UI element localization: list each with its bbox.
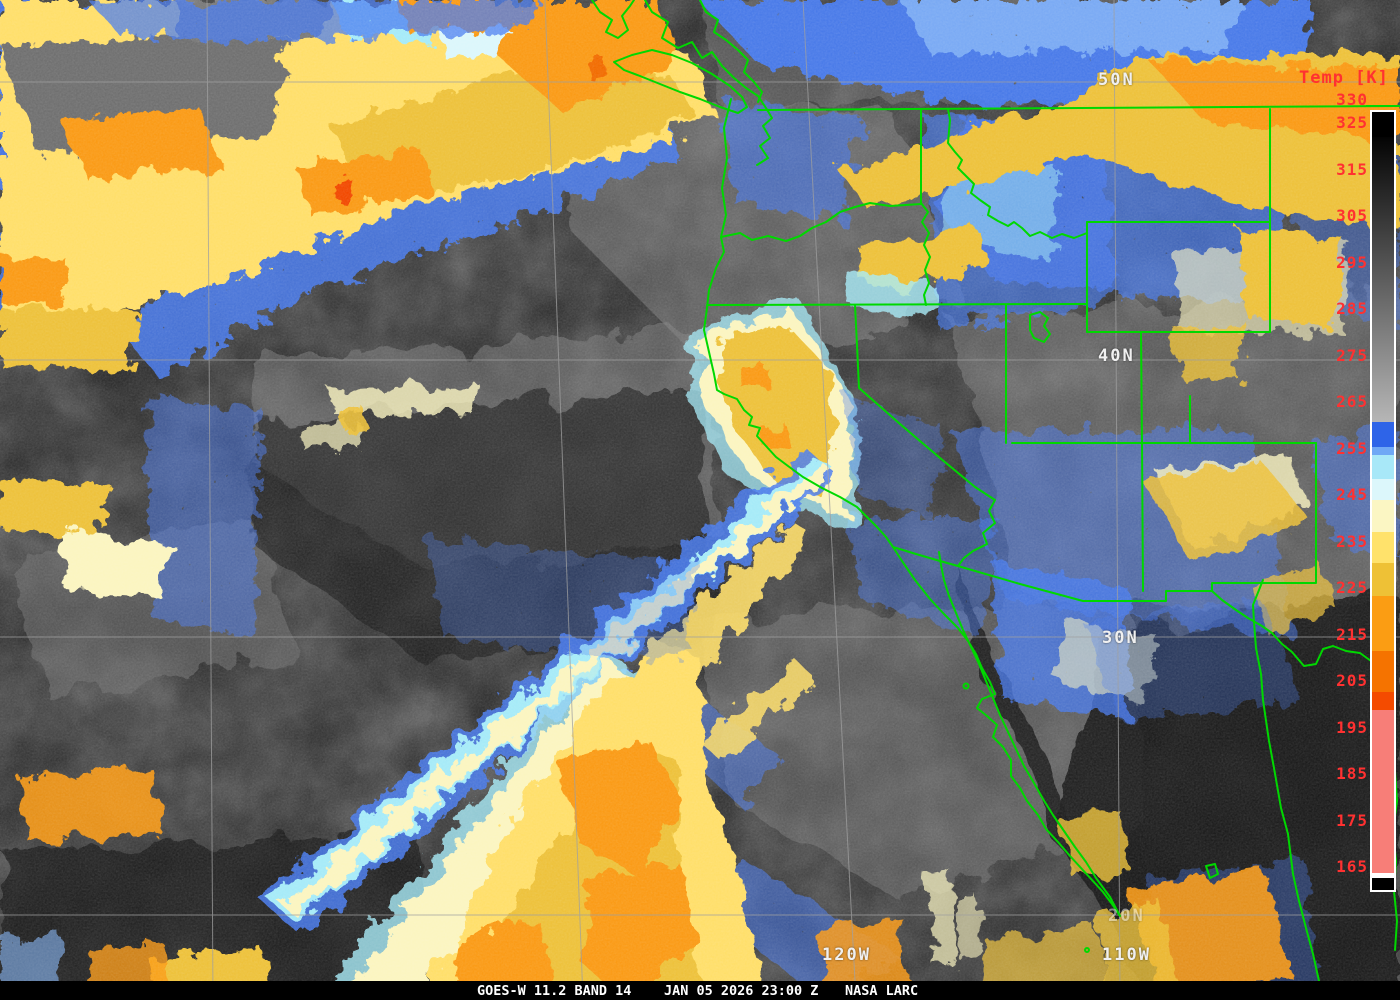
grid-label-30N: 30N [1102, 628, 1139, 648]
grid-label-40N: 40N [1098, 346, 1135, 366]
bc-coast-fjords [591, 0, 763, 103]
colorbar-segment [1372, 878, 1394, 890]
colorbar-tick: 185 [1336, 764, 1368, 783]
colorbar-tick: 315 [1336, 160, 1368, 179]
border-california-nevada [854, 304, 996, 567]
grid-label-50N: 50N [1098, 70, 1135, 90]
colorbar-segment [1372, 651, 1394, 692]
colorbar-tick: 215 [1336, 625, 1368, 644]
colorbar-tick: 275 [1336, 346, 1368, 365]
colorbar-title: Temp [K] [1299, 68, 1389, 88]
colorbar-tick: 165 [1336, 857, 1368, 876]
colorbar-segment [1372, 112, 1394, 137]
grid-label-20N: 20N [1108, 906, 1145, 926]
colorbar-tick: 295 [1336, 253, 1368, 272]
great-salt-lake [1029, 311, 1051, 343]
border-oregon-idaho [920, 202, 931, 306]
border-42n [706, 303, 1088, 306]
caption-credit: NASA LARC [845, 983, 919, 999]
small-island [1084, 947, 1090, 953]
colorbar-tick: 175 [1336, 811, 1368, 830]
border-washington-oregon [720, 202, 922, 242]
colorbar-segment [1372, 532, 1394, 563]
colorbar-tick: 265 [1336, 392, 1368, 411]
colorbar-segment [1372, 479, 1394, 500]
vancouver-island [613, 49, 748, 114]
colorbar-segment [1372, 873, 1394, 878]
colorbar-segment [1372, 692, 1394, 710]
coastline-mexico-mainland [1252, 579, 1326, 1000]
colorbar-tick: 245 [1336, 485, 1368, 504]
border-us-canada-49n [757, 105, 1400, 111]
border-109w [1140, 331, 1144, 592]
colorbar-segment [1372, 563, 1394, 596]
border-idaho-montana [947, 108, 1088, 239]
colorbar-segment [1372, 137, 1394, 422]
colorbar-segment [1372, 422, 1394, 447]
colorbar-segment [1372, 500, 1394, 532]
colorbar-tick: 235 [1336, 532, 1368, 551]
colorbar-tick: 195 [1336, 718, 1368, 737]
grid-label-120W: 120W [822, 945, 871, 965]
colorbar-segment [1372, 710, 1394, 873]
colorbar-segment [1372, 447, 1394, 455]
coastline-west [644, 0, 1121, 917]
colorbar-tick: 325 [1336, 113, 1368, 132]
colorbar-tick: 255 [1336, 439, 1368, 458]
caption-datetime: JAN 05 2026 23:00 Z [664, 983, 819, 999]
grid-label-110W: 110W [1102, 945, 1151, 965]
border-texas-newmexico [1211, 442, 1317, 592]
cedros-island [962, 682, 970, 690]
caption-bar: GOES-W 11.2 BAND 14 JAN 05 2026 23:00 Z … [0, 981, 1400, 1000]
colorbar-tick: 330 [1336, 90, 1368, 109]
colorbar-tick: 285 [1336, 299, 1368, 318]
colorbar-tick: 225 [1336, 578, 1368, 597]
caption-product: GOES-W 11.2 BAND 14 [477, 983, 632, 999]
tiburon-island [1205, 863, 1219, 879]
border-line-over-colorbar [1366, 105, 1400, 107]
colorbar-segment [1372, 455, 1394, 479]
colorbar-tick: 205 [1336, 671, 1368, 690]
temperature-colorbar [1370, 110, 1396, 892]
colorbar-segment [1372, 596, 1394, 651]
colorbar-tick: 305 [1336, 206, 1368, 225]
